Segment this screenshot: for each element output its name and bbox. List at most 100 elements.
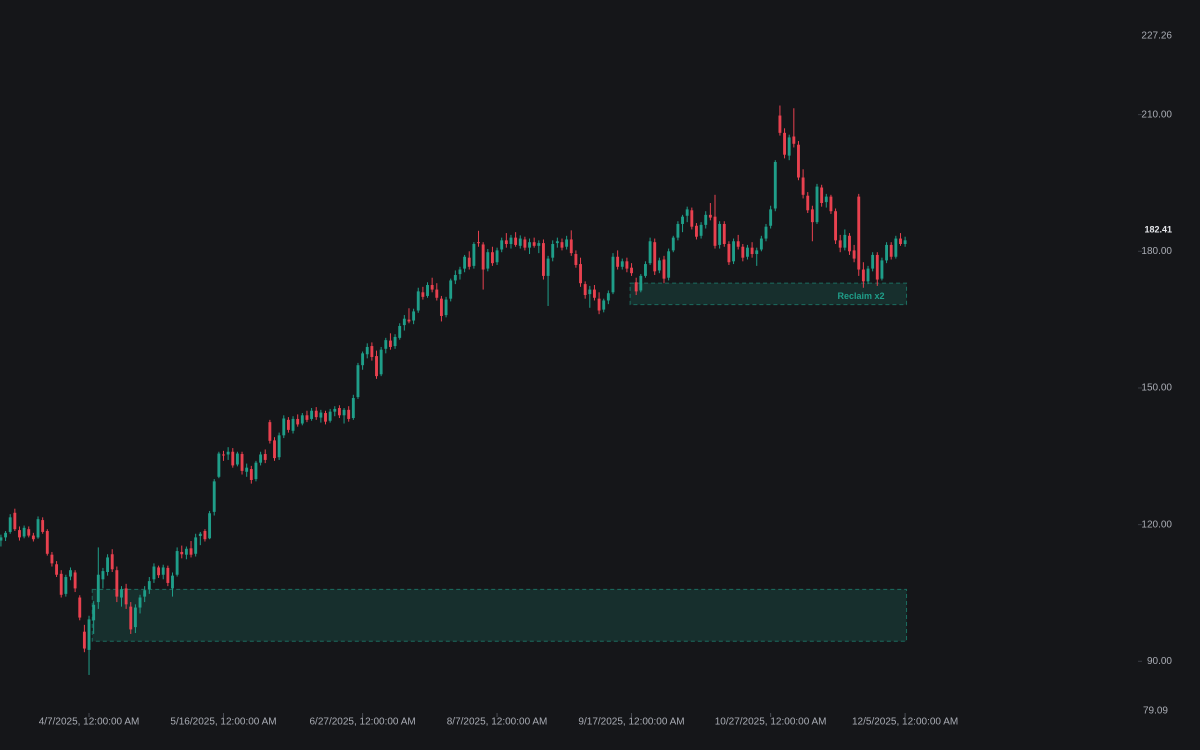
candle-body [245, 467, 249, 472]
zone [91, 588, 908, 642]
candle-body [625, 261, 629, 269]
candle-body [249, 469, 253, 480]
candle-body [27, 529, 31, 536]
candle-body [481, 244, 485, 270]
candle-body [810, 209, 814, 223]
candle-body [467, 257, 471, 267]
candle-body [880, 260, 884, 279]
candle-body [477, 242, 480, 244]
candle-body [722, 223, 726, 245]
candle-body [778, 115, 782, 133]
candle-body [732, 241, 735, 262]
candle-body [815, 186, 819, 223]
candle-body [630, 267, 633, 274]
y-tick-label: 120.00 [1141, 519, 1172, 530]
zone [629, 282, 908, 306]
candle-body [588, 289, 592, 295]
candle-body [820, 187, 824, 204]
candle-body [147, 581, 151, 590]
candle-body [750, 247, 754, 255]
candle-body [458, 269, 462, 275]
candle-body [305, 415, 309, 420]
candle-body [542, 243, 545, 276]
candle-body [579, 264, 582, 284]
candle-body [319, 412, 323, 418]
candle-body [824, 196, 828, 203]
candle-body [120, 589, 123, 598]
candle-body [22, 527, 26, 537]
candle-body [384, 340, 388, 349]
candle-body [806, 195, 810, 211]
candle-body [407, 319, 411, 322]
candle-body [198, 533, 202, 537]
candle-body [574, 254, 578, 265]
candle-body [894, 238, 898, 257]
candle-body [430, 285, 434, 290]
candle-body [101, 571, 105, 580]
candle-body [885, 244, 889, 261]
candle-body [189, 548, 193, 555]
candle-body [180, 551, 184, 555]
candle-body [273, 440, 276, 459]
last-price-label: 182.41 [1144, 225, 1172, 235]
candle-body [843, 234, 847, 248]
candle-body [208, 513, 212, 539]
candle-body [115, 570, 119, 597]
candle-body [286, 419, 290, 430]
candle-body [463, 256, 467, 269]
candle-body [727, 244, 731, 263]
candle-body [509, 237, 513, 245]
candle-body [184, 548, 188, 555]
candle-body [773, 162, 777, 209]
y-tick-label: 150.00 [1141, 383, 1172, 394]
candle-body [602, 300, 606, 310]
candle-body [166, 567, 170, 583]
y-tick-label: 210.00 [1141, 109, 1172, 120]
candle-body [282, 418, 286, 436]
candle-body [379, 349, 383, 375]
candle-body [444, 299, 448, 316]
candle-body [504, 240, 508, 245]
candle-body [769, 209, 773, 226]
candle-body [528, 242, 531, 248]
candle-body [486, 252, 490, 269]
candle-body [259, 454, 263, 463]
candle-body [375, 356, 378, 377]
candle-body [212, 481, 216, 512]
candle-body [314, 410, 318, 418]
candle-body [787, 137, 791, 156]
candle-body [333, 408, 337, 412]
y-tick-label: 90.00 [1147, 656, 1172, 667]
candle-body [690, 210, 694, 227]
candle-body [138, 597, 142, 608]
candle-body [435, 289, 439, 298]
candle-body [639, 275, 643, 291]
candle-body [347, 409, 351, 419]
candle-body [300, 415, 304, 424]
candle-body [685, 209, 689, 216]
candle-body [175, 551, 179, 575]
candle-body [523, 239, 527, 248]
candle-body [565, 239, 569, 247]
candle-body [834, 211, 837, 241]
candle-body [45, 531, 49, 554]
candle-body [124, 588, 128, 605]
candle-body [157, 567, 161, 576]
candle-body [829, 196, 833, 212]
candle-body [351, 397, 355, 419]
candle-body [490, 252, 494, 264]
candle-body [662, 259, 666, 279]
candle-body [797, 144, 800, 178]
x-tick-label: 8/7/2025, 12:00:00 AM [447, 717, 548, 728]
candle-body [611, 256, 615, 293]
candle-body [681, 216, 684, 224]
candle-body [50, 554, 54, 564]
zone-label: Reclaim x2 [838, 291, 885, 301]
y-axis-max: 227.26 [1141, 31, 1172, 42]
candle-body [388, 340, 392, 347]
candle-body [551, 244, 555, 258]
candle-body [277, 435, 281, 458]
candle-body [648, 241, 652, 264]
